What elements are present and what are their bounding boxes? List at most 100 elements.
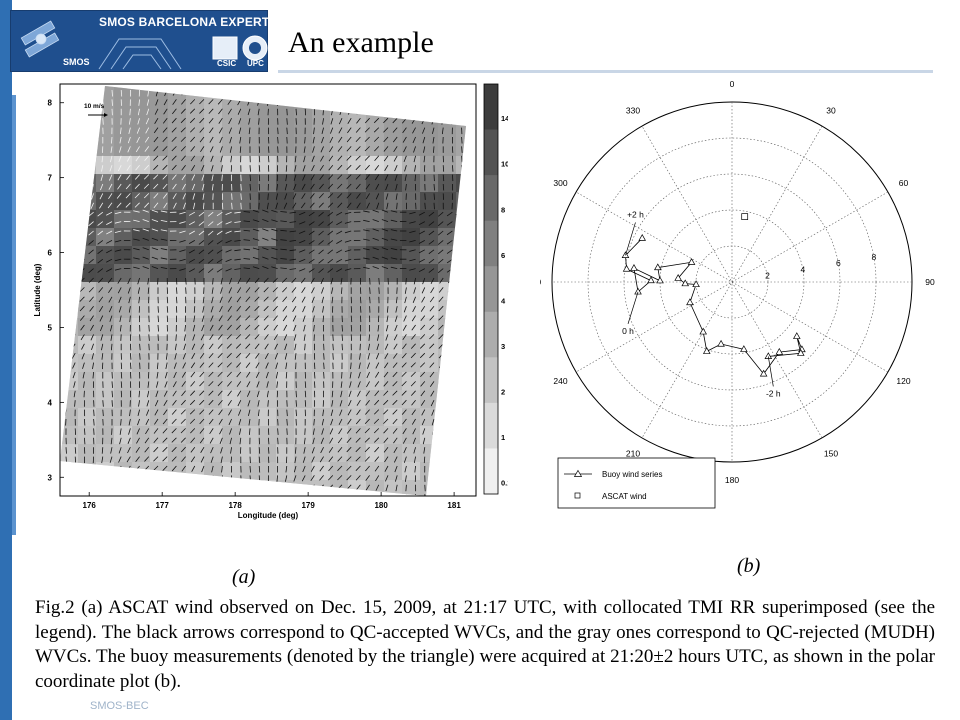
x-axis-label: Longitude (deg) [238,511,299,520]
buoy-point [656,276,664,284]
annotation-label: -2 h [766,388,781,398]
radius-tick-label: 2 [765,271,770,281]
y-axis-ticks: 3 4 5 6 7 8 [48,99,64,482]
buoy-point [793,332,801,339]
wind-map-chart: 10 m/s 176 177 178 179 180 181 3 4 5 6 7 8 Longitu… [33,83,508,520]
buoy-point [630,264,638,271]
y-tick-label: 6 [48,249,53,258]
buoy-point [759,369,768,377]
annotation-label: 0 h [622,326,634,336]
accent-band [0,0,12,720]
buoy-point [796,348,805,356]
x-tick-label: 176 [83,501,97,510]
colorbar-tick-label: 2 [501,388,505,397]
colorbar-tick-label: 4 [501,296,506,305]
y-tick-label: 7 [48,174,53,183]
colorbar: 14 10 8 6 4 3 2 1 0.1 [483,83,508,495]
annotation-arrow [767,356,774,387]
colorbar-segment [484,311,498,358]
footer-text: SMOS-BEC [90,700,149,712]
buoy-point [717,339,725,347]
angle-tick-label: 330 [626,106,640,116]
buoy-series-line [625,237,803,375]
logo-banner: SMOS BARCELONA EXPERT CENTRE SMOS CSIC U… [10,10,323,72]
angle-tick-label: 0 [730,80,735,89]
title-divider [278,70,933,73]
colorbar-segment [484,129,498,176]
angle-tick-label: 180 [725,475,739,485]
satellite-icon [20,20,268,70]
buoy-point [740,345,748,352]
colorbar-tick-label: 8 [501,205,505,214]
colorbar-segment [484,175,498,222]
radius-tick-label: 8 [871,252,876,262]
logo-title: SMOS BARCELONA EXPERT CENTRE [99,15,324,29]
legend-square-icon [574,492,581,499]
colorbar-segment [484,402,498,449]
colorbar-segment [484,357,498,404]
buoy-point [699,327,707,335]
angle-tick-label: 30 [826,106,836,116]
colorbar-tick-label: 10 [501,160,508,169]
colorbar-tick-label: 1 [501,433,505,442]
buoy-point [638,233,647,241]
polar-labels: 0 30 60 90 120 150 180 210 240 270 300 330 2 4 6 8 [540,80,935,485]
angle-tick-label: 300 [553,178,567,188]
buoy-point [764,352,773,359]
legend-ascat-label: ASCAT wind [602,492,647,501]
accent-band-inner [12,95,16,535]
colorbar-segment [484,448,498,495]
logo-smos-label: SMOS [63,57,90,67]
angle-tick-label: 90 [925,277,935,287]
x-tick-label: 180 [374,501,388,510]
angle-tick-label: 240 [553,376,567,386]
logo-csic-label: CSIC [217,59,237,68]
buoy-point [622,264,631,272]
x-axis-ticks: 176 177 178 179 180 181 [83,492,461,510]
polar-chart: 0 30 60 90 120 150 180 210 240 270 300 330 2 4 6 8 +2 h… [540,80,935,509]
wind-vectors [60,89,466,496]
colorbar-tick-label: 3 [501,342,505,351]
colorbar-segment [484,84,498,131]
buoy-point [653,263,662,271]
buoy-point [775,347,784,355]
buoy-point [647,276,655,284]
radius-tick-label: 4 [801,264,806,274]
y-tick-label: 3 [48,473,53,482]
buoy-point [634,287,642,295]
buoy-point [702,347,711,354]
annotation-arrow [625,222,636,256]
legend-triangle-icon [573,469,583,477]
panel-a-label: (a) [232,566,256,588]
buoy-point [681,279,690,287]
rain-rate-field [60,86,466,496]
scale-arrow [88,113,108,117]
angle-tick-label: 270 [540,277,541,287]
buoy-series [621,213,806,377]
polar-legend: Buoy wind series ASCAT wind [557,457,716,509]
y-axis-label: Latitude (deg) [33,263,42,316]
polar-grid [551,101,913,463]
x-tick-label: 178 [228,501,242,510]
angle-tick-label: 150 [824,448,838,458]
x-tick-label: 181 [447,501,461,510]
buoy-point [686,298,694,306]
colorbar-tick-label: 6 [501,251,505,260]
x-tick-label: 179 [301,501,315,510]
angle-tick-label: 120 [896,376,910,386]
radius-tick-label: 6 [836,258,841,268]
time-annotations: +2 h 0 h -2 h [622,209,781,398]
annotation-arrow [627,291,639,324]
annotation-label: +2 h [627,209,644,219]
angle-tick-label: 60 [899,178,909,188]
legend-buoy-label: Buoy wind series [602,470,662,479]
buoy-point [674,274,682,281]
page-title: An example [288,26,434,59]
logo-upc-label: UPC [247,59,264,68]
figure-caption: Fig.2 (a) ASCAT wind observed on Dec. 15… [35,597,935,692]
y-tick-label: 8 [48,99,53,108]
x-tick-label: 177 [155,501,169,510]
colorbar-segment [484,266,498,313]
angle-tick-label: 210 [626,448,640,458]
y-tick-label: 5 [48,323,53,332]
